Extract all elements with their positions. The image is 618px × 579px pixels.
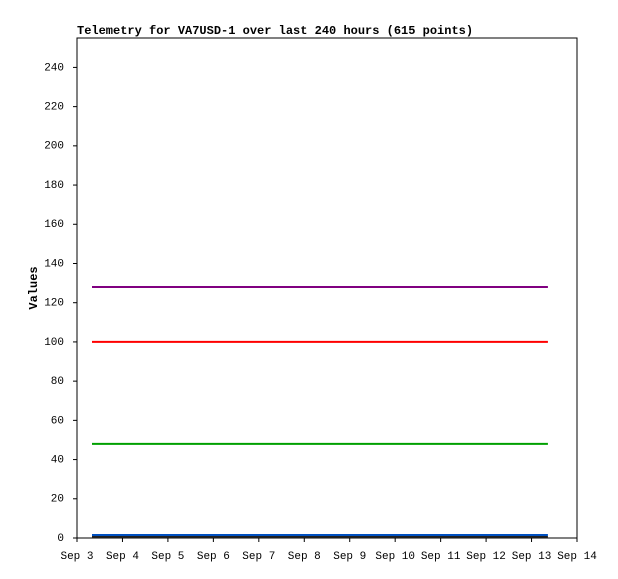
x-tick-label: Sep 5 <box>151 551 184 563</box>
x-tick-label: Sep 9 <box>333 551 366 563</box>
y-tick-label: 100 <box>44 337 64 349</box>
x-tick-label: Sep 14 <box>557 551 597 563</box>
y-tick-label: 240 <box>44 62 64 74</box>
y-tick-label: 180 <box>44 180 64 192</box>
y-tick-label: 160 <box>44 219 64 231</box>
y-tick-label: 60 <box>51 415 64 427</box>
y-tick-label: 0 <box>57 533 64 545</box>
x-tick-label: Sep 13 <box>512 551 552 563</box>
y-tick-label: 140 <box>44 258 64 270</box>
y-axis-label: Values <box>27 266 41 309</box>
y-tick-label: 220 <box>44 102 64 114</box>
x-tick-label: Sep 10 <box>375 551 415 563</box>
x-tick-label: Sep 12 <box>466 551 506 563</box>
y-tick-label: 20 <box>51 494 64 506</box>
x-tick-label: Sep 3 <box>60 551 93 563</box>
y-tick-label: 40 <box>51 454 64 466</box>
y-tick-label: 200 <box>44 141 64 153</box>
y-tick-label: 120 <box>44 298 64 310</box>
x-tick-label: Sep 11 <box>421 551 461 563</box>
x-tick-label: Sep 6 <box>197 551 230 563</box>
chart-title: Telemetry for VA7USD-1 over last 240 hou… <box>77 24 473 38</box>
x-tick-label: Sep 7 <box>242 551 275 563</box>
x-tick-label: Sep 8 <box>288 551 321 563</box>
x-tick-label: Sep 4 <box>106 551 139 563</box>
y-tick-label: 80 <box>51 376 64 388</box>
